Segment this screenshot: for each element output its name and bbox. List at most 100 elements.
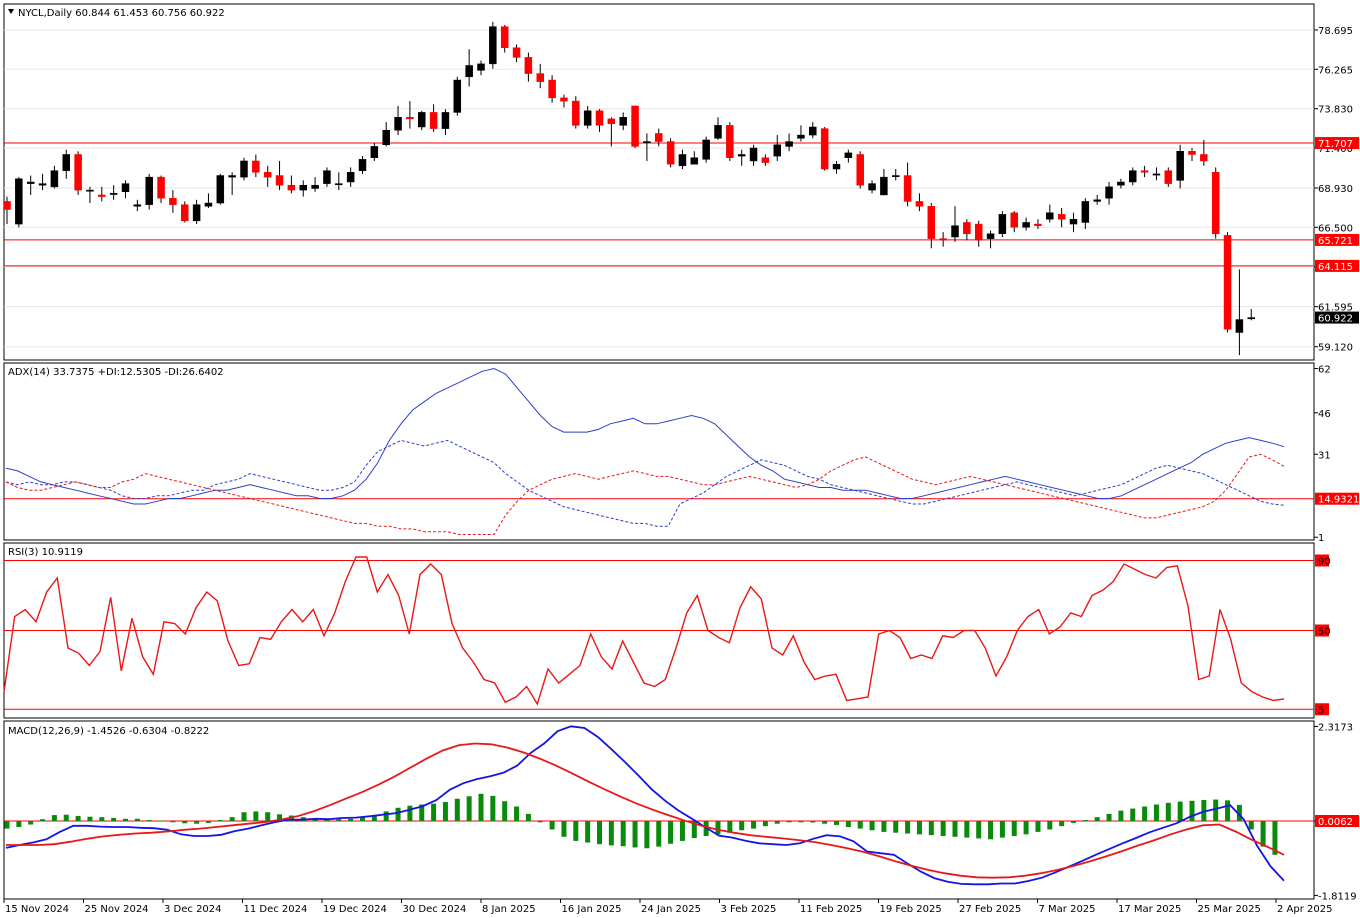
macd-histogram-bar [905, 821, 911, 834]
price-level-label: 71.707 [1318, 139, 1353, 150]
rsi-level-badge [1315, 624, 1329, 637]
bear-candle [856, 154, 864, 186]
macd-histogram-bar [348, 818, 354, 822]
bull-candle [311, 184, 319, 189]
bull-candle [38, 183, 47, 186]
x-axis-label: 2 Apr 2025 [1277, 904, 1332, 915]
dropdown-triangle-icon[interactable] [8, 9, 14, 14]
macd-histogram-bar [573, 821, 579, 841]
bull-candle [678, 154, 687, 167]
macd-histogram-bar [1177, 801, 1183, 822]
rsi-level-badge [1315, 703, 1329, 716]
bull-candle [868, 183, 876, 191]
bear-candle [761, 157, 770, 163]
last-price-label: 60.922 [1318, 314, 1353, 325]
macd-histogram-bar [810, 821, 816, 823]
macd-histogram-bar [893, 821, 899, 833]
x-axis-label: 19 Feb 2025 [880, 904, 942, 915]
macd-histogram-bar [620, 821, 626, 847]
macd-histogram-bar [1082, 820, 1088, 822]
bull-candle [737, 154, 746, 157]
bull-candle [690, 157, 699, 165]
bear-candle [1200, 154, 1208, 162]
macd-histogram-bar [1236, 804, 1242, 822]
adx-level-badge [1315, 492, 1359, 505]
bear-candle [287, 184, 296, 191]
price-axis-label: 66.500 [1318, 223, 1353, 234]
grid-lines [4, 29, 1314, 348]
price-axis-label: 73.830 [1318, 105, 1353, 116]
bull-candle [335, 183, 343, 186]
macd-histogram-bar [87, 816, 93, 822]
macd-histogram-bar [16, 821, 22, 827]
price-level-label: 65.721 [1318, 236, 1353, 247]
x-axis-label: 16 Jan 2025 [562, 904, 622, 915]
macd-histogram-bar [822, 821, 828, 824]
x-axis-label: 24 Jan 2025 [641, 904, 701, 915]
macd-histogram-bar [99, 817, 105, 822]
macd-histogram-bar [28, 821, 34, 825]
macd-axis-label: -1.8119 [1318, 891, 1357, 902]
macd-histogram-bar [537, 821, 543, 823]
bull-candle [1105, 186, 1113, 199]
rsi-line [3, 556, 1285, 706]
bull-candle [133, 204, 142, 207]
adx-axis-label: 31 [1318, 450, 1331, 461]
bull-candle [1069, 218, 1078, 225]
macd-histogram-bar [1153, 804, 1159, 822]
bull-candle [702, 139, 710, 160]
macd-histogram-bar [395, 807, 401, 822]
bear-candle [1223, 235, 1232, 330]
x-axis-label: 19 Dec 2024 [323, 904, 387, 915]
bull-candle [1176, 151, 1184, 181]
y-axis-labels: 78.69576.26573.83071.40068.93066.50064.0… [1314, 26, 1359, 902]
x-axis-label: 25 Mar 2025 [1198, 904, 1261, 915]
bull-candle [619, 117, 627, 126]
macd-histogram-bar [976, 821, 982, 839]
macd-histogram-bar [383, 811, 389, 822]
x-axis-label: 15 Nov 2024 [5, 904, 69, 915]
macd-histogram-bar [51, 815, 57, 822]
bull-candle [1093, 199, 1101, 202]
bull-candle [145, 176, 153, 205]
bull-candle [216, 175, 225, 204]
macd-histogram-bar [834, 821, 839, 825]
adx-line-adx [5, 367, 1285, 505]
bear-candle [548, 79, 556, 99]
rsi-level-label: 50 [1318, 627, 1331, 638]
bull-candle [832, 163, 841, 170]
bear-candle [595, 110, 604, 126]
macd-histogram-bar [277, 814, 283, 822]
price-level-badge [1315, 233, 1359, 246]
bull-candle [382, 129, 390, 146]
macd-histogram-bar [407, 805, 413, 822]
macd-histogram-bar [1248, 821, 1254, 830]
price-axis-label: 68.930 [1318, 184, 1353, 195]
macd-histogram-bar [1130, 808, 1136, 822]
price-level-label: 64.115 [1318, 262, 1353, 273]
macd-histogram-bar [715, 821, 721, 835]
bull-candle [643, 141, 651, 143]
macd-histogram-bar [324, 819, 330, 822]
macd-histogram-bar [419, 804, 425, 822]
macd-histogram-bar [1225, 800, 1231, 822]
bear-candle [607, 118, 616, 124]
bear-candle [169, 197, 177, 205]
macd-histogram-bar [1142, 806, 1148, 822]
macd-histogram-bar [964, 821, 970, 838]
bull-candle [15, 178, 23, 225]
macd-histogram-bar [134, 818, 140, 822]
bull-candle [240, 160, 248, 178]
bear-candle [927, 206, 936, 239]
bear-candle [1211, 172, 1220, 235]
x-axis-labels: 15 Nov 2024 25 Nov 2024 3 Dec 2024 11 Dec 2… [3, 899, 1332, 915]
bear-candle [1188, 151, 1196, 155]
bull-candle [465, 65, 473, 78]
adx-label: ADX(14) 33.7375 +DI:12.5305 -DI:26.6402 [8, 367, 224, 378]
x-axis-label: 17 Mar 2025 [1118, 904, 1181, 915]
macd-histogram-bar [229, 817, 235, 822]
bear-candle [1034, 223, 1042, 226]
macd-histogram-bar [1213, 799, 1219, 822]
macd-histogram-bar [762, 821, 768, 827]
